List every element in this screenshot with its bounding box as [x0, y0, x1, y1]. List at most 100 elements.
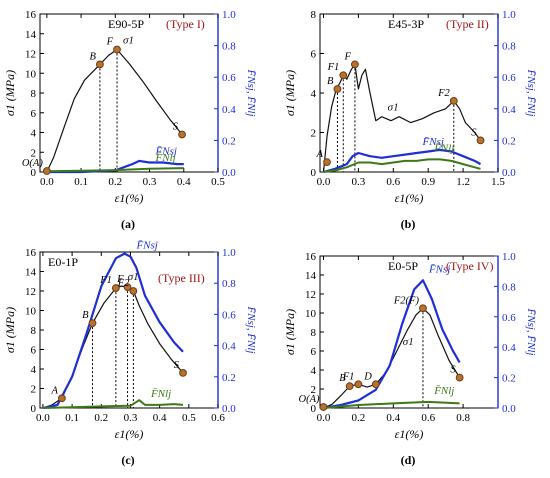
y-tick-label: 0 — [311, 403, 317, 415]
series-line-green — [323, 158, 481, 173]
y-tick-label: 12 — [25, 286, 36, 298]
y2-tick-label: 0.6 — [222, 72, 236, 84]
point-label: F1 — [342, 371, 355, 382]
x-tick-label: 1.2 — [456, 176, 470, 188]
y-tick-label: 0 — [31, 403, 37, 415]
y2-tick-label: 1.0 — [502, 251, 516, 263]
series-line-green — [323, 400, 460, 409]
series-line-blue — [42, 252, 184, 410]
y2-tick-label: 0.0 — [502, 167, 516, 179]
y2-tick-label: 0.6 — [502, 72, 516, 84]
point-marker — [113, 45, 121, 54]
point-marker — [178, 130, 186, 139]
point-marker — [179, 369, 187, 377]
point-label: F — [106, 37, 114, 48]
y-axis-label: σ1 (MPa) — [283, 309, 297, 355]
point-label: D — [363, 371, 372, 382]
chart-panel-1: 0.0 0.1 0.2 0.3 0.4 0.5 0 2 4 6 8 10 12 14 16 0.0 0.2 0.4… — [3, 9, 257, 231]
point-marker — [449, 97, 458, 105]
x-axis-label: ε1(%) — [395, 427, 424, 441]
point-marker — [323, 158, 331, 167]
y-tick-label: 8 — [311, 327, 317, 339]
point-label: F — [116, 274, 124, 285]
x-tick-label: 0.1 — [74, 176, 88, 188]
y2-tick-label: 0.0 — [222, 403, 236, 415]
x-axis-label: ε1(%) — [395, 191, 424, 205]
y-tick-label: 2 — [31, 384, 37, 396]
y2-tick-label: 0.2 — [502, 373, 516, 385]
panel-type-label: (Type I) — [166, 17, 205, 31]
y2-tick-label: 0.6 — [502, 312, 516, 324]
panel-title: E45-3P — [388, 17, 424, 31]
series-name-stress: σ1 — [123, 35, 134, 47]
y-tick-label: 12 — [305, 289, 316, 301]
point-label: S — [173, 121, 179, 132]
point-label: B — [339, 373, 346, 384]
x-tick-label: 0.4 — [177, 176, 191, 188]
y2-tick-label: 0.6 — [222, 309, 236, 321]
y-tick-label: 14 — [25, 29, 37, 41]
point-label: A — [50, 385, 58, 396]
point-label: F2 — [117, 278, 130, 289]
panel-caption: (d) — [401, 453, 416, 467]
series-line-green — [42, 399, 184, 409]
y2-tick-label: 1.0 — [222, 9, 236, 21]
y2-tick-label: 0.8 — [222, 41, 236, 53]
point-label: F2(F) — [393, 295, 420, 306]
x-tick-label: 1.5 — [491, 176, 505, 188]
x-tick-label: 0.5 — [211, 176, 225, 188]
point-label: S — [174, 360, 180, 371]
x-tick-label: 0.0 — [40, 176, 54, 188]
y2-tick-label: 1.0 — [502, 9, 516, 21]
y2-tick-label: 0.2 — [222, 372, 236, 384]
panel-title: E0-1P — [48, 255, 78, 269]
point-marker — [419, 304, 427, 313]
x-tick-label: 0.6 — [421, 412, 435, 424]
x-tick-label: 0.8 — [456, 412, 470, 424]
y-tick-label: 4 — [31, 128, 37, 140]
x-tick-label: 0.3 — [143, 176, 157, 188]
point-label: O(A) — [298, 394, 319, 405]
series-name-stress: σ1 — [403, 336, 414, 348]
y2-tick-label: 0.8 — [502, 281, 516, 293]
point-label: S — [450, 365, 456, 376]
y2-tick-label: 1.0 — [222, 247, 236, 259]
y2-axis-label: F̄Nsj, F̄Nlj — [525, 68, 537, 116]
point-label: S — [471, 127, 477, 138]
panel-caption: (b) — [401, 217, 416, 231]
series-name-green: F̄Nlj — [433, 142, 454, 154]
x-tick-label: 0.9 — [421, 176, 435, 188]
point-marker — [96, 60, 104, 69]
point-marker — [351, 60, 359, 69]
point-marker — [319, 403, 328, 411]
point-marker — [339, 71, 348, 80]
y-tick-label: 14 — [25, 267, 37, 279]
series-name-stress: σ1 — [388, 102, 399, 114]
point-marker — [333, 85, 342, 93]
x-tick-label: 0.0 — [317, 176, 331, 188]
y-tick-label: 6 — [311, 49, 317, 61]
x-tick-label: 0.0 — [317, 412, 331, 424]
point-marker — [129, 287, 138, 295]
y-tick-label: 16 — [25, 9, 37, 21]
y-tick-label: 10 — [25, 306, 37, 318]
y-tick-label: 6 — [31, 345, 37, 357]
x-tick-label: 0.6 — [211, 412, 225, 424]
y-tick-label: 4 — [311, 365, 317, 377]
x-axis-label: ε1(%) — [115, 191, 144, 205]
y2-tick-label: 0.2 — [222, 135, 236, 147]
panel-type-label: (Type III) — [158, 271, 205, 285]
x-tick-label: 0.2 — [94, 412, 108, 424]
series-line-green — [46, 167, 184, 173]
x-tick-label: 0.0 — [36, 412, 50, 424]
series-line-blue — [323, 279, 461, 410]
x-tick-label: 0.4 — [386, 412, 400, 424]
series-name-blue: F̄Nsj — [422, 136, 444, 148]
x-tick-label: 0.5 — [182, 412, 196, 424]
x-axis-label: ε1(%) — [115, 427, 144, 441]
point-marker — [476, 136, 485, 145]
y-tick-label: 12 — [25, 49, 36, 61]
point-label: B — [82, 310, 89, 321]
series-name-green: F̄Nlj — [155, 152, 176, 164]
